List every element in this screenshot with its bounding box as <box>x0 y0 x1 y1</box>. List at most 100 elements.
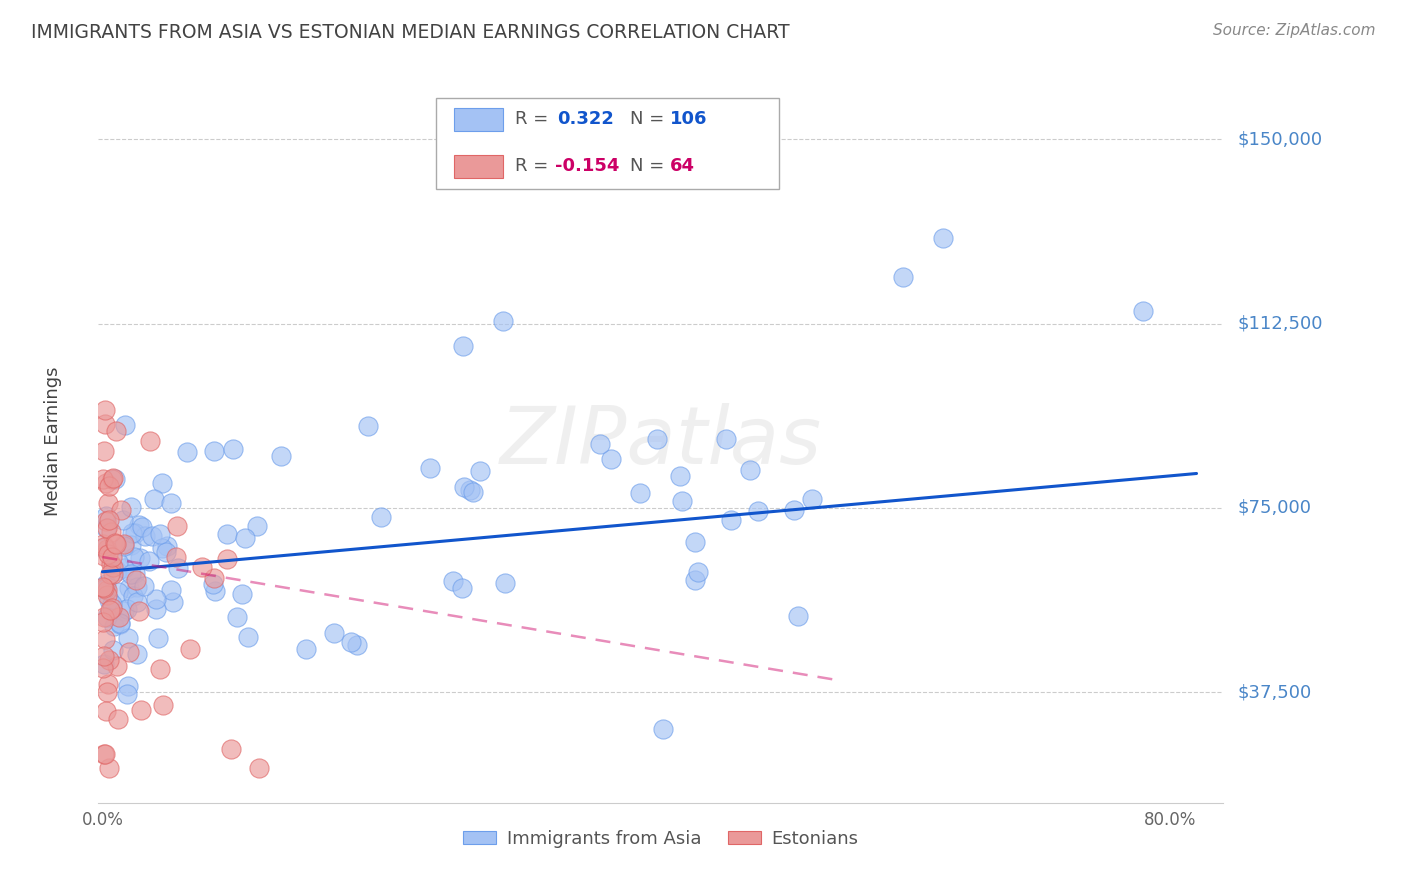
Point <box>96 541 118 556</box>
Point <box>94 521 117 535</box>
Point <box>93 610 115 624</box>
Point <box>100 557 122 571</box>
Point <box>97 677 120 691</box>
Point <box>270 449 292 463</box>
Text: 0.322: 0.322 <box>557 111 614 128</box>
Point <box>93 541 115 555</box>
Text: R =: R = <box>515 111 548 128</box>
Point <box>120 566 142 581</box>
Point <box>121 589 143 603</box>
Point <box>101 566 124 581</box>
Point <box>217 552 239 566</box>
Point <box>419 460 441 475</box>
Text: N =: N = <box>630 157 665 175</box>
Text: N =: N = <box>630 111 665 128</box>
Legend: Immigrants from Asia, Estonians: Immigrants from Asia, Estonians <box>456 822 866 855</box>
Point <box>179 641 201 656</box>
Point <box>124 526 146 541</box>
Text: $37,500: $37,500 <box>1237 683 1312 701</box>
Point <box>96 521 118 535</box>
Point <box>159 496 181 510</box>
Point <box>94 508 117 523</box>
Point <box>124 566 146 581</box>
Text: 106: 106 <box>669 111 707 128</box>
Point <box>1132 304 1154 318</box>
Point <box>128 518 150 533</box>
Point <box>166 519 188 533</box>
Point <box>738 463 761 477</box>
Point <box>458 483 481 497</box>
Point <box>141 528 163 542</box>
Point <box>120 538 142 552</box>
FancyBboxPatch shape <box>454 108 503 131</box>
Point <box>204 443 226 458</box>
Point <box>100 524 122 539</box>
Point <box>94 747 117 761</box>
Point <box>121 525 143 540</box>
Point <box>105 537 128 551</box>
Point <box>112 540 135 554</box>
Point <box>128 604 150 618</box>
Text: $150,000: $150,000 <box>1237 130 1322 148</box>
Point <box>91 472 114 486</box>
Point <box>104 472 127 486</box>
Point <box>134 529 156 543</box>
Point <box>122 549 145 564</box>
Point <box>118 581 141 595</box>
Point <box>441 574 464 588</box>
Point <box>112 604 135 618</box>
Text: $112,500: $112,500 <box>1237 315 1323 333</box>
Point <box>91 537 114 551</box>
Point <box>683 573 706 587</box>
Point <box>97 496 120 510</box>
Point <box>94 582 117 596</box>
Point <box>93 581 115 595</box>
Point <box>120 500 142 515</box>
Point <box>101 642 124 657</box>
Point <box>127 595 149 609</box>
Point <box>152 475 174 490</box>
Point <box>801 491 824 506</box>
Point <box>150 541 173 555</box>
Point <box>108 615 131 630</box>
Point <box>98 513 121 527</box>
Point <box>226 610 249 624</box>
Point <box>149 662 172 676</box>
Text: $75,000: $75,000 <box>1237 499 1312 516</box>
Point <box>93 657 115 671</box>
Point <box>114 418 136 433</box>
Point <box>720 514 742 528</box>
Point <box>669 469 692 483</box>
Point <box>101 471 124 485</box>
Text: 64: 64 <box>669 157 695 175</box>
Point <box>117 687 139 701</box>
Point <box>461 484 484 499</box>
Point <box>217 527 239 541</box>
Point <box>716 432 738 446</box>
Point <box>451 339 474 353</box>
Point <box>125 647 148 661</box>
Point <box>107 555 129 569</box>
Point <box>98 603 121 617</box>
Point <box>110 503 132 517</box>
Point <box>191 560 214 574</box>
Point <box>91 661 114 675</box>
Point <box>91 580 114 594</box>
Point <box>117 679 139 693</box>
Point <box>97 761 120 775</box>
Point <box>98 593 121 607</box>
Point <box>645 432 668 446</box>
Point <box>91 615 114 629</box>
Point <box>162 595 184 609</box>
Point <box>94 402 117 417</box>
Text: R =: R = <box>515 157 548 175</box>
Point <box>94 704 117 718</box>
Point <box>294 642 316 657</box>
Point <box>125 574 148 588</box>
Point <box>108 617 131 632</box>
Point <box>108 609 131 624</box>
Point <box>146 631 169 645</box>
Point <box>131 520 153 534</box>
Point <box>105 659 128 673</box>
Point <box>125 580 148 594</box>
